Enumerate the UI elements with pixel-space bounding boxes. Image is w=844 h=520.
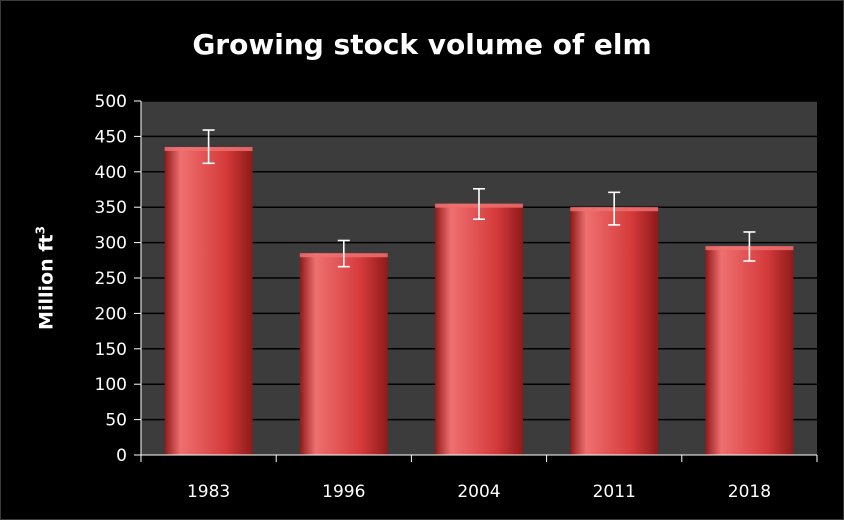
bars	[164, 147, 794, 455]
y-tick-label: 100	[95, 375, 127, 395]
y-tick-label: 200	[95, 304, 127, 324]
y-tick-label: 50	[105, 411, 127, 431]
x-tick-label-2011: 2011	[593, 482, 636, 502]
bar-1996	[299, 253, 388, 455]
bar-2004	[435, 203, 523, 455]
chart-title: Growing stock volume of elm	[192, 28, 652, 61]
axes	[134, 100, 818, 462]
y-tick-label: 150	[95, 340, 127, 360]
y-tick-label: 0	[116, 446, 127, 466]
error-bar-2011	[608, 191, 621, 226]
x-tick-label-2004: 2004	[457, 482, 500, 502]
bar-1983	[164, 147, 253, 455]
y-tick-label: 350	[95, 198, 127, 218]
bar-2011	[570, 207, 659, 455]
x-tick-label-2018: 2018	[728, 482, 771, 502]
y-tick-label: 250	[95, 269, 127, 289]
x-tick-label-1983: 1983	[187, 482, 230, 502]
y-tick-label: 500	[95, 92, 127, 112]
y-tick-label: 450	[95, 127, 127, 147]
y-tick-label: 400	[95, 163, 127, 183]
error-bars	[202, 129, 756, 268]
y-tick-label: 300	[95, 234, 127, 254]
error-bar-2004	[473, 187, 485, 221]
error-bar-2018	[743, 231, 756, 262]
x-tick-labels: 1983 1996 2004 2011 2018	[187, 482, 771, 502]
error-bar-1983	[202, 129, 215, 165]
bar-2018	[705, 246, 794, 455]
y-tick-labels: 0 50 100 150 200 250 300 350 400 450 500	[95, 92, 127, 466]
error-bar-1996	[337, 239, 350, 268]
x-tick-label-1996: 1996	[322, 482, 365, 502]
